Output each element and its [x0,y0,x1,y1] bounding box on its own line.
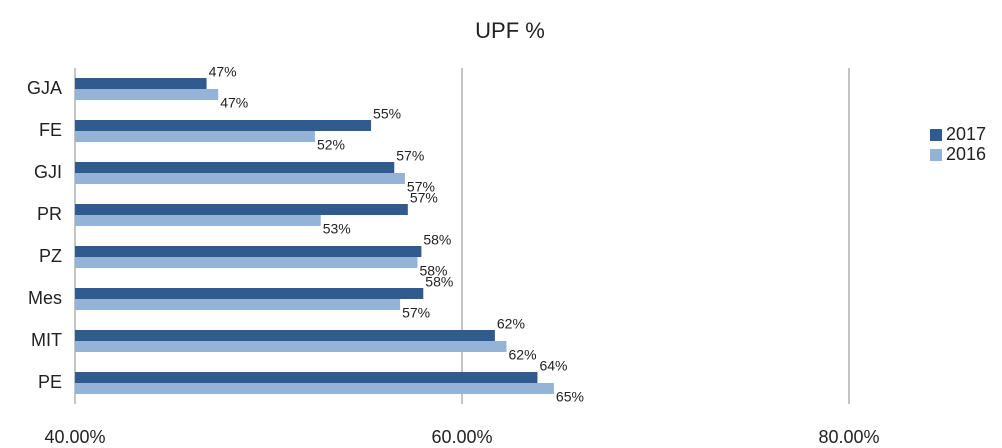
bar [75,120,372,131]
bar [75,215,321,226]
data-label: 47% [209,64,237,80]
y-tick-label: PZ [39,246,62,266]
data-label: 64% [539,358,567,374]
data-label: 57% [396,148,424,164]
bar [75,288,424,299]
bar [75,162,395,173]
data-label: 57% [407,179,435,195]
data-label: 58% [425,274,453,290]
data-label: 65% [556,389,584,405]
bar [75,330,495,341]
bar [75,383,554,394]
y-tick-label: FE [39,120,62,140]
data-label: 55% [373,106,401,122]
bar [75,299,401,310]
legend-swatch [930,149,942,161]
bar [75,204,408,215]
chart-title: UPF % [475,18,545,43]
data-label: 58% [423,232,451,248]
bar [75,89,219,100]
bar [75,78,207,89]
bar [75,372,538,383]
x-tick-label: 60.00% [431,427,492,447]
x-tick-label: 40.00% [44,427,105,447]
bar [75,131,315,142]
y-tick-label: PR [37,204,62,224]
bar [75,257,418,268]
data-label: 57% [410,190,438,206]
data-label: 52% [317,137,345,153]
y-tick-label: GJI [34,162,62,182]
data-label: 53% [323,221,351,237]
data-label: 57% [402,305,430,321]
legend-label: 2017 [946,124,986,144]
y-tick-label: MIT [31,330,62,350]
bar [75,341,507,352]
y-tick-label: GJA [27,78,62,98]
data-label: 47% [220,95,248,111]
bar [75,173,405,184]
data-label: 62% [509,347,537,363]
data-label: 62% [497,316,525,332]
data-label: 58% [419,263,447,279]
y-tick-label: PE [38,372,62,392]
bar [75,246,422,257]
x-tick-label: 80.00% [818,427,879,447]
legend-label: 2016 [946,144,986,164]
y-tick-label: Mes [28,288,62,308]
legend-swatch [930,129,942,141]
